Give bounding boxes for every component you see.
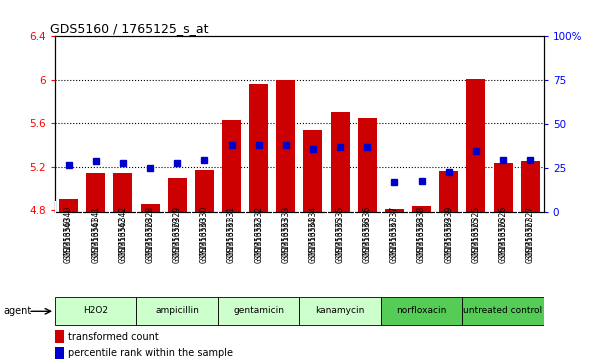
Text: GSM1356329: GSM1356329 bbox=[173, 206, 181, 257]
Text: transformed count: transformed count bbox=[68, 332, 159, 342]
Text: GSM1356332: GSM1356332 bbox=[254, 206, 263, 257]
Text: GSM1356333: GSM1356333 bbox=[281, 206, 290, 257]
Text: GDS5160 / 1765125_s_at: GDS5160 / 1765125_s_at bbox=[50, 22, 208, 35]
Text: GSM1356338: GSM1356338 bbox=[417, 206, 426, 257]
Bar bbox=[412, 206, 431, 212]
Bar bbox=[86, 173, 105, 212]
Bar bbox=[466, 79, 485, 212]
Bar bbox=[385, 209, 404, 212]
Bar bbox=[222, 120, 241, 212]
Text: GSM1356341: GSM1356341 bbox=[91, 206, 100, 257]
Bar bbox=[141, 204, 159, 212]
Text: GSM1356328: GSM1356328 bbox=[145, 206, 155, 257]
Text: GSM1356339: GSM1356339 bbox=[444, 206, 453, 257]
Text: percentile rank within the sample: percentile rank within the sample bbox=[68, 348, 233, 358]
Text: GSM1356335: GSM1356335 bbox=[335, 206, 345, 257]
Text: untreated control: untreated control bbox=[464, 306, 543, 315]
Bar bbox=[304, 130, 323, 212]
Text: H2O2: H2O2 bbox=[83, 306, 108, 315]
Bar bbox=[331, 113, 349, 212]
Text: norfloxacin: norfloxacin bbox=[397, 306, 447, 315]
Text: GSM1356327: GSM1356327 bbox=[525, 206, 535, 257]
Bar bbox=[195, 170, 214, 212]
Text: GSM1356340: GSM1356340 bbox=[64, 206, 73, 257]
Bar bbox=[249, 84, 268, 212]
Text: kanamycin: kanamycin bbox=[315, 306, 365, 315]
Bar bbox=[439, 171, 458, 212]
Text: agent: agent bbox=[3, 306, 31, 316]
Bar bbox=[276, 80, 295, 212]
Text: GSM1356336: GSM1356336 bbox=[363, 206, 371, 257]
Text: GSM1356326: GSM1356326 bbox=[499, 206, 508, 257]
Bar bbox=[55, 330, 64, 343]
Text: GSM1356334: GSM1356334 bbox=[309, 206, 318, 257]
Text: gentamicin: gentamicin bbox=[233, 306, 284, 315]
Bar bbox=[55, 297, 136, 325]
Text: GSM1356331: GSM1356331 bbox=[227, 206, 236, 257]
Bar bbox=[494, 163, 513, 212]
Bar bbox=[218, 297, 299, 325]
Bar bbox=[55, 347, 64, 359]
Bar bbox=[59, 199, 78, 212]
Bar bbox=[358, 118, 377, 212]
Bar bbox=[114, 173, 133, 212]
Text: GSM1356337: GSM1356337 bbox=[390, 206, 399, 257]
Bar bbox=[299, 297, 381, 325]
Text: GSM1356342: GSM1356342 bbox=[119, 206, 127, 257]
Text: GSM1356325: GSM1356325 bbox=[472, 206, 480, 257]
Bar bbox=[136, 297, 218, 325]
Bar bbox=[167, 178, 187, 212]
Text: ampicillin: ampicillin bbox=[155, 306, 199, 315]
Text: GSM1356330: GSM1356330 bbox=[200, 206, 209, 257]
Bar bbox=[381, 297, 463, 325]
Bar bbox=[521, 161, 540, 212]
Bar bbox=[463, 297, 544, 325]
